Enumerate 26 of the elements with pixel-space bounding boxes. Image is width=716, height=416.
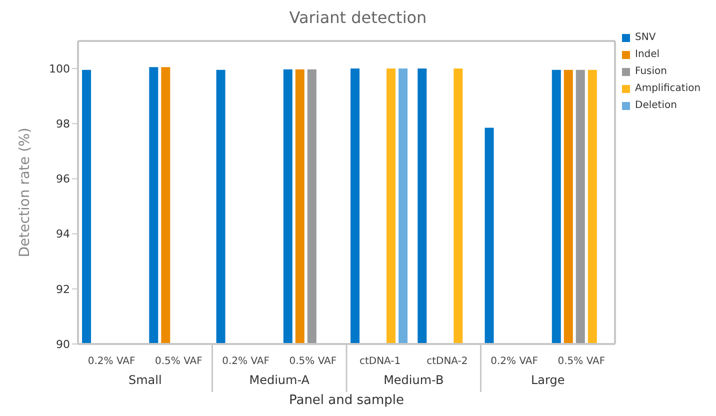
x-tick-label: 0.5% VAF [289, 356, 337, 367]
legend-label: Indel [635, 49, 660, 60]
legend-label: Deletion [635, 100, 677, 111]
x-tick-label: 0.2% VAF [490, 356, 538, 367]
y-tick-label: 98 [56, 118, 70, 131]
text: Medium-A [249, 373, 310, 387]
y-axis-title: Detection rate (%) [16, 128, 33, 258]
legend-label: SNV [635, 32, 656, 43]
text: Large [530, 373, 565, 387]
x-tick-label: 0.5% VAF [154, 356, 203, 367]
x-tick-label: 0.2% VAF [222, 356, 270, 367]
y-tick-label: 96 [56, 172, 70, 186]
x-axis-title: Panel and sample [288, 393, 404, 408]
legend-label: Amplification [635, 83, 701, 94]
y-tick-label: 90 [56, 338, 70, 351]
legend-label: Fusion [635, 66, 667, 77]
y-tick-label: 94 [56, 228, 70, 241]
x-tick-label: 0.5% VAF [558, 356, 606, 367]
x-tick-label: ctDNA-2 [426, 356, 468, 367]
text: Medium-B [384, 373, 444, 387]
text: Small [128, 373, 162, 387]
y-tick-label: 100 [49, 62, 70, 76]
x-tick-label: 0.2% VAF [88, 356, 136, 367]
chart-title: Variant detection [288, 8, 428, 29]
x-tick-label: ctDNA-1 [359, 356, 401, 367]
y-tick-label: 92 [56, 282, 70, 296]
